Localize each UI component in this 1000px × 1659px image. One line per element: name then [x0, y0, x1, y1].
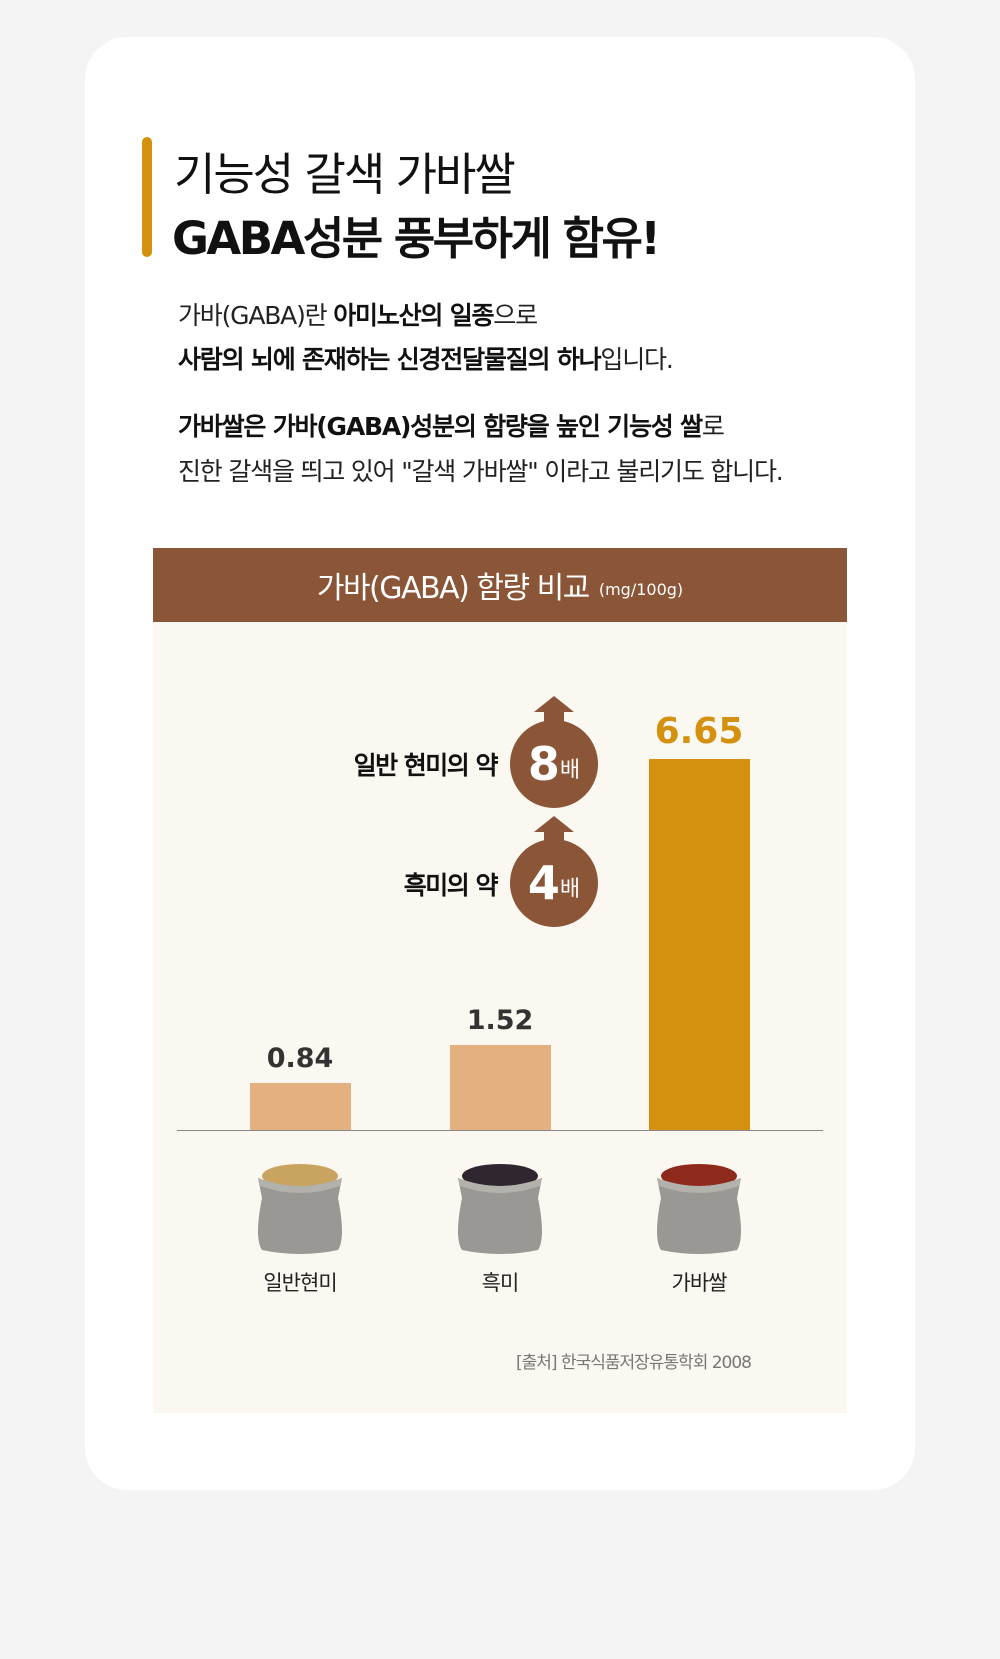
source-note: [출처] 한국식품저장유통학회 2008	[515, 1353, 752, 1373]
text-bold: 아미노산의 일종	[333, 301, 494, 330]
intro-line3: 가바쌀은 가바(GABA)성분의 함량을 높인 기능성 쌀로	[178, 407, 725, 443]
value-label: 0.84	[266, 1043, 334, 1075]
value-label: 1.52	[466, 1005, 534, 1037]
rice-sack-icon	[258, 1164, 342, 1254]
chart-unit: (mg/100g)	[598, 579, 684, 599]
gaba-chart: 가바(GABA) 함량 비교 (mg/100g) 0.84 일반현미 1.52 흑미 6.…	[153, 548, 847, 1413]
value-label: 6.65	[654, 710, 744, 752]
rice-sack-icon	[458, 1164, 542, 1254]
multiplier: 8	[527, 737, 560, 791]
multiplier-unit: 배	[559, 758, 581, 783]
up-arrow-icon	[534, 696, 574, 726]
text: 으로	[493, 301, 538, 330]
text-highlight: 사람의 뇌에 존재하는 신경전달물질의 하나	[178, 345, 602, 374]
text-bold: 가바쌀은 가바(GABA)성분의 함량을 높인 기능성 쌀	[178, 412, 703, 441]
text: 가바(GABA)란	[178, 301, 334, 330]
category-label: 가바쌀	[671, 1271, 728, 1295]
up-arrow-icon	[534, 816, 574, 846]
baseline	[177, 1130, 823, 1131]
bar-0	[250, 1083, 351, 1130]
category-label: 일반현미	[263, 1271, 337, 1295]
intro-line1: 가바(GABA)란 아미노산의 일종으로	[178, 296, 538, 332]
category-label: 흑미	[481, 1271, 520, 1295]
title-line2: GABA성분 풍부하게 함유!	[172, 212, 661, 265]
intro-line2: 사람의 뇌에 존재하는 신경전달물질의 하나입니다.	[178, 340, 674, 376]
bar-2	[649, 758, 750, 1130]
title-accent-bar	[142, 137, 152, 257]
bar-1	[450, 1045, 551, 1130]
chart-title: 가바(GABA) 함량 비교	[316, 571, 590, 606]
title-line1: 기능성 갈색 가바쌀	[174, 148, 516, 201]
multiplier-unit: 배	[559, 877, 581, 902]
text: 로	[701, 412, 725, 441]
multiplier: 4	[527, 856, 560, 910]
comparison-label: 일반 현미의 약	[353, 751, 499, 780]
comparison-label: 흑미의 약	[403, 871, 499, 900]
rice-sack-icon	[657, 1164, 741, 1254]
chart-header: 가바(GABA) 함량 비교 (mg/100g)	[153, 548, 847, 622]
intro-line4: 진한 갈색을 띄고 있어 "갈색 가바쌀" 이라고 불리기도 합니다.	[178, 457, 784, 486]
text: 입니다.	[600, 345, 673, 374]
